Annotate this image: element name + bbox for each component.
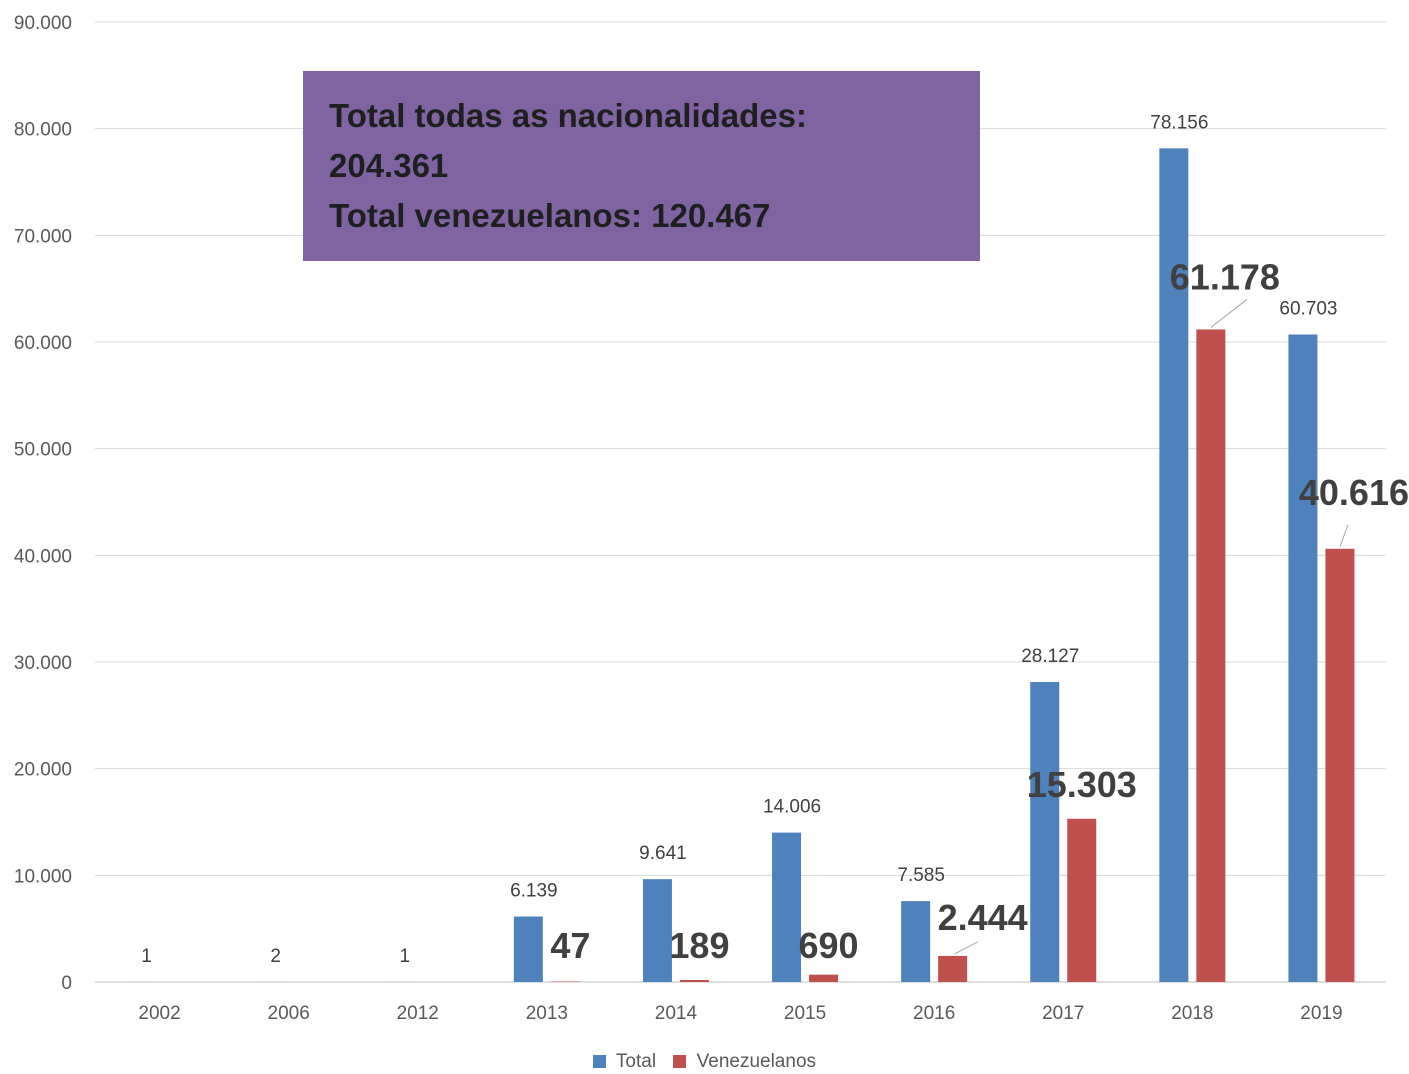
legend-swatch-venezuelanos (673, 1055, 687, 1068)
data-label-total-2002: 1 (141, 946, 152, 967)
annotation-line-3: Total venezuelanos: 120.467 (329, 197, 771, 234)
x-tick-label: 2013 (526, 1003, 568, 1024)
data-label-venezuelanos-2015: 690 (799, 925, 859, 966)
bar-total-2015 (772, 832, 802, 982)
data-label-venezuelanos-2018: 61.178 (1170, 256, 1280, 297)
y-tick-label: 40.000 (14, 546, 72, 567)
y-tick-label: 10.000 (14, 866, 72, 887)
data-label-venezuelanos-2013: 47 (550, 925, 590, 966)
bar-venezuelanos-2014 (679, 979, 709, 982)
y-tick-label: 70.000 (14, 226, 72, 247)
bar-venezuelanos-2016 (938, 955, 968, 982)
totals-annotation-box: Total todas as nacionalidades: 204.361 T… (303, 71, 980, 261)
x-tick-label: 2016 (913, 1003, 955, 1024)
leader-line-2018 (1210, 299, 1248, 328)
y-tick-label: 50.000 (14, 440, 72, 461)
legend-item-venezuelanos: Venezuelanos (673, 1051, 816, 1073)
bar-total-2017 (1030, 681, 1060, 982)
y-tick-label: 30.000 (14, 653, 72, 674)
x-tick-label: 2017 (1042, 1003, 1084, 1024)
data-label-total-2014: 9.641 (639, 843, 687, 864)
data-labels: 1 2 1 6.139 47 9.641 189 14.006 690 7.585 2.444 28.… (141, 112, 1409, 967)
data-label-venezuelanos-2019: 40.616 (1299, 472, 1409, 513)
data-label-venezuelanos-2014: 189 (669, 925, 729, 966)
bar-total-2014 (642, 879, 672, 982)
data-label-venezuelanos-2016: 2.444 (938, 897, 1028, 938)
bar-venezuelanos-2013 (550, 981, 580, 982)
x-tick-label: 2006 (268, 1003, 310, 1024)
bar-total-2016 (901, 901, 931, 982)
legend-label-venezuelanos: Venezuelanos (696, 1051, 817, 1072)
bar-total-2019 (1288, 334, 1318, 982)
legend-label-total: Total (615, 1051, 657, 1072)
x-tick-label: 2002 (138, 1003, 180, 1024)
data-label-total-2015: 14.006 (763, 797, 821, 818)
annotation-line-2: 204.361 (329, 147, 449, 184)
bar-venezuelanos-2018 (1196, 329, 1226, 982)
legend-item-total: Total (592, 1051, 657, 1073)
legend-swatch-total (592, 1055, 606, 1068)
y-tick-label: 90.000 (14, 13, 72, 34)
legend: Total Venezuelanos (0, 1051, 1409, 1073)
bars (126, 148, 1355, 982)
data-label-total-2019: 60.703 (1279, 299, 1337, 320)
x-tick-label: 2014 (655, 1003, 698, 1024)
data-label-total-2017: 28.127 (1021, 646, 1079, 667)
data-label-total-2006: 2 (270, 946, 281, 967)
bar-total-2018 (1159, 148, 1189, 982)
leader-line-2016 (954, 941, 978, 955)
annotation-line-1: Total todas as nacionalidades: (329, 97, 808, 134)
data-label-total-2012: 1 (399, 946, 410, 967)
bar-venezuelanos-2017 (1067, 818, 1097, 982)
leader-line-2019 (1339, 524, 1349, 547)
bar-total-2013 (513, 916, 543, 982)
data-label-total-2013: 6.139 (510, 881, 558, 902)
x-tick-label: 2012 (397, 1003, 439, 1024)
y-tick-label: 80.000 (14, 120, 72, 141)
bar-venezuelanos-2015 (809, 974, 839, 982)
y-tick-label: 0 (61, 973, 72, 994)
x-tick-label: 2018 (1171, 1003, 1213, 1024)
y-tick-label: 20.000 (14, 760, 72, 781)
y-axis: 0 10.000 20.000 30.000 40.000 50.000 60.000 70.… (14, 13, 72, 994)
x-tick-label: 2015 (784, 1003, 826, 1024)
y-tick-label: 60.000 (14, 333, 72, 354)
data-label-total-2018: 78.156 (1150, 112, 1208, 133)
bar-venezuelanos-2019 (1325, 548, 1355, 982)
x-axis: 2002 2006 2012 2013 2014 2015 2016 2017 2018 2019 (138, 1003, 1342, 1024)
data-label-venezuelanos-2017: 15.303 (1027, 764, 1137, 805)
data-label-total-2016: 7.585 (897, 865, 945, 886)
x-tick-label: 2019 (1300, 1003, 1342, 1024)
